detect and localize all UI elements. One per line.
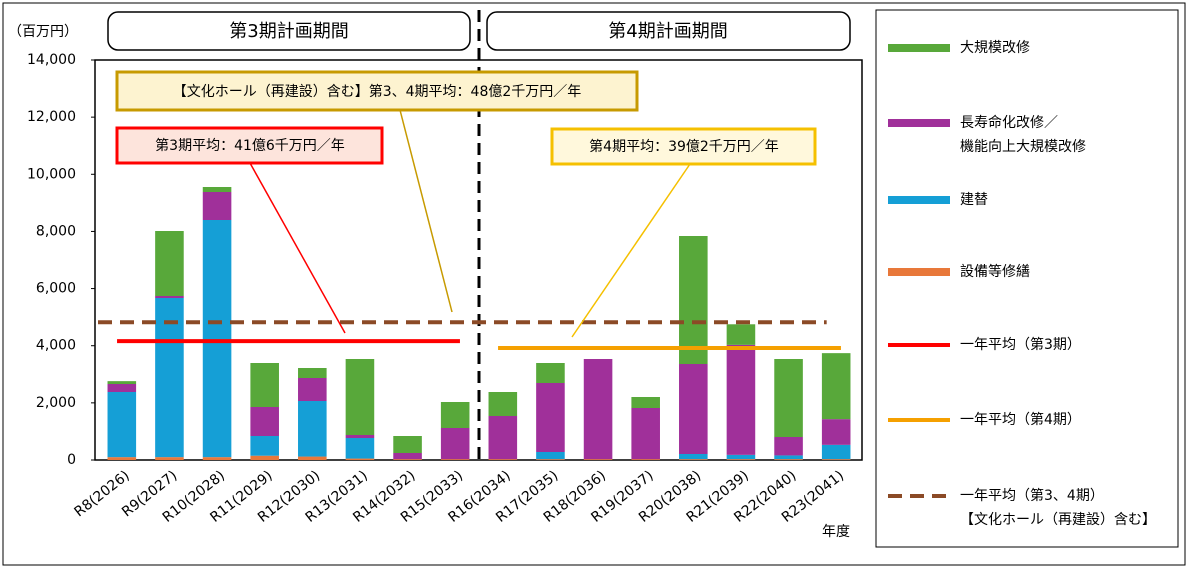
y-tick-label: 8,000 [36, 223, 76, 239]
bar-segment [440, 459, 470, 460]
y-tick-label: 4,000 [36, 338, 76, 354]
bar-segment [488, 459, 518, 460]
bar-segment [821, 459, 851, 460]
callout-box [550, 127, 817, 166]
legend-frame [875, 9, 1179, 548]
y-tick-label: 2,000 [36, 395, 76, 411]
legend-label: 一年平均（第3期） [960, 337, 1081, 353]
bar-segment [393, 453, 422, 460]
bar-segment [774, 455, 803, 460]
bar-segment [631, 408, 660, 460]
bar-segment [536, 383, 565, 452]
x-unit: 年度 [822, 524, 850, 540]
bar-segment [679, 236, 708, 364]
annotations: 【文化ホール（再建設）含む】第3、4期平均：48億2千万円／年 第3期平均：41… [115, 70, 817, 338]
bar-segment [202, 192, 232, 220]
callout-pointer [571, 163, 691, 338]
bar-segment [202, 457, 232, 460]
legend-label: 大規模改修 [960, 40, 1030, 56]
bar-segment [298, 401, 327, 457]
bar-segment [774, 459, 803, 460]
bar-segment [821, 419, 851, 445]
callout-box [115, 70, 639, 112]
legend-label: 建替 [960, 192, 988, 208]
y-tick-label: 0 [67, 452, 76, 468]
bar-segment [345, 359, 375, 435]
bar-segment [393, 436, 422, 453]
bar-segment [440, 428, 470, 460]
legend-label: 長寿命化改修／ 機能向上大規模改修 [960, 115, 1086, 155]
callout-pointer [249, 162, 346, 334]
bar-segment [345, 438, 375, 459]
bar-segment [298, 378, 327, 401]
y-tick-label: 10,000 [27, 166, 76, 182]
callout-text: 第4期平均：39億2千万円／年 [589, 138, 779, 155]
bar-segment [298, 368, 327, 378]
period-box [107, 11, 471, 51]
legend-swatch [888, 44, 950, 52]
bar-segment [107, 392, 137, 458]
y-tick-label: 12,000 [27, 109, 76, 125]
legend-swatch [888, 268, 950, 276]
bar-segment [679, 364, 708, 454]
y-tick-label: 6,000 [36, 281, 76, 297]
bar-segment [631, 459, 660, 460]
bar-segment [250, 363, 279, 407]
bar-segment [488, 416, 518, 460]
bar-segment [679, 454, 708, 460]
callout-text: 【文化ホール（再建設）含む】第3、4期平均：48億2千万円／年 [173, 83, 582, 100]
bar-segment [821, 444, 851, 460]
legend-swatch [888, 119, 950, 127]
bar-segment [345, 435, 375, 438]
callout-pointer [399, 109, 453, 313]
bar-segment [440, 402, 470, 428]
callout-box [115, 126, 384, 165]
bar-segment [583, 459, 613, 460]
bar-segment [107, 457, 137, 460]
bar-segment [155, 298, 184, 458]
bar-segment [536, 459, 565, 460]
bar-segment [726, 344, 756, 455]
y-tick-label: 14,000 [27, 52, 76, 68]
bar-segment [726, 324, 756, 345]
bar-segment [583, 359, 613, 460]
legend-label: 設備等修繕 [960, 264, 1030, 280]
bar-segment [107, 381, 137, 384]
bar-segment [107, 384, 137, 392]
bar-segment [250, 407, 279, 436]
bar-segment [345, 458, 375, 460]
bar-segment [536, 452, 565, 460]
bar-segment [155, 231, 184, 296]
legend-swatch [888, 196, 950, 204]
bar-segment [679, 459, 708, 460]
bar-segment [155, 296, 184, 298]
bar-segment [488, 392, 518, 416]
bar-segment [631, 397, 660, 408]
bar-segment [298, 456, 327, 460]
bar-segment [202, 187, 232, 192]
period-label: 第4期計画期間 [608, 21, 727, 42]
bar-segment [250, 455, 279, 460]
period-box [486, 11, 851, 51]
callout-text: 第3期平均：41億6千万円／年 [155, 137, 345, 154]
period-label: 第3期計画期間 [229, 21, 348, 42]
bar-segment [202, 220, 232, 458]
bar-segment [774, 437, 803, 456]
legend-label: 一年平均（第4期） [960, 412, 1081, 428]
bar-segment [726, 459, 756, 460]
bar-segment [250, 436, 279, 456]
bar-segment [155, 457, 184, 460]
y-unit: （百万円） [8, 24, 78, 40]
bar-segment [393, 459, 422, 460]
legend-label: 一年平均（第3、4期） 【文化ホール（再建設）含む】 [960, 488, 1156, 528]
bar-segment [536, 363, 565, 383]
bar-segment [821, 353, 851, 420]
bar-segment [726, 454, 756, 460]
plot: 02,0004,0006,0008,00010,00012,00014,000R… [27, 52, 851, 526]
bar-segment [774, 359, 803, 437]
